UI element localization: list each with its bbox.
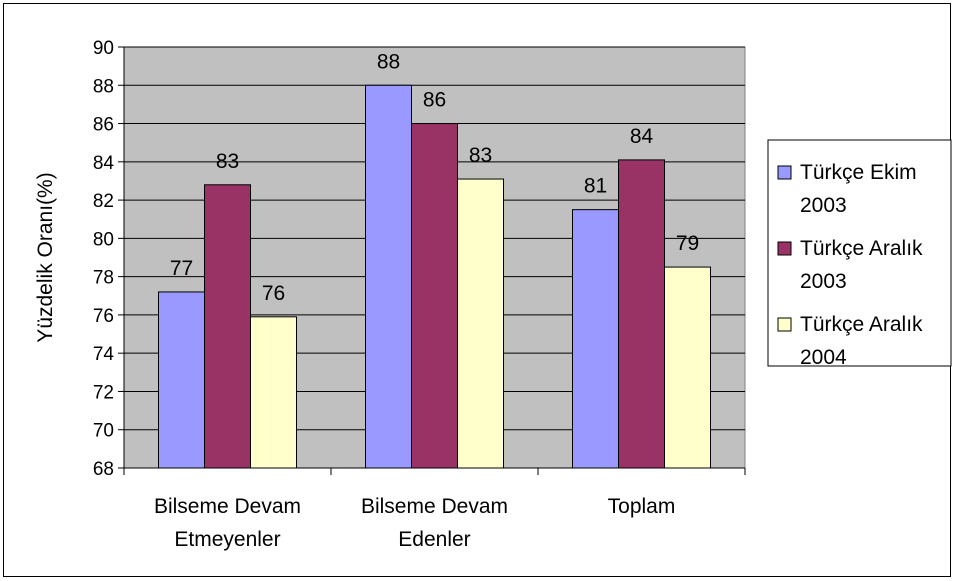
bar (250, 316, 297, 469)
y-tick-label: 90 (93, 38, 114, 59)
y-tick-label: 84 (93, 153, 115, 174)
data-label: 76 (262, 282, 285, 305)
data-label: 83 (216, 150, 239, 173)
data-label: 84 (630, 125, 654, 148)
y-tick-label: 88 (93, 76, 114, 97)
y-axis-title: Yüzdelik Oranı(%) (34, 172, 57, 342)
bar (204, 184, 251, 469)
category-label: Edenler (398, 528, 470, 551)
legend: Türkçe Ekim 2003 Türkçe Aralık 2003 Türkçe A… (767, 139, 952, 369)
bar (618, 159, 665, 469)
legend-label: Türkçe Ekim (800, 161, 917, 184)
bar (158, 291, 205, 469)
bars (158, 84, 711, 469)
y-tick-label: 76 (93, 306, 114, 327)
y-tick-label: 78 (93, 268, 114, 289)
legend-swatch (777, 241, 792, 256)
data-label: 77 (170, 257, 193, 280)
bar (457, 178, 504, 469)
legend-label: 2003 (800, 270, 847, 293)
bar (664, 266, 711, 469)
bar (411, 123, 458, 469)
data-label: 79 (676, 232, 699, 255)
category-label: Bilseme Devam (154, 495, 301, 518)
axes (118, 46, 746, 475)
data-label: 81 (584, 175, 607, 198)
category-label: Toplam (608, 495, 676, 518)
legend-box (767, 139, 952, 367)
y-tick-label: 86 (93, 115, 114, 136)
category-labels: Bilseme Devam Etmeyenler Bilseme Devam Eden… (154, 495, 675, 551)
data-labels: 77 83 76 88 86 83 81 84 79 (170, 50, 699, 305)
y-tick-label: 80 (93, 229, 114, 250)
y-tick-label: 82 (93, 191, 114, 212)
legend-swatch (777, 165, 792, 180)
y-tick-label: 68 (93, 459, 114, 480)
bar (572, 209, 619, 469)
legend-label: 2004 (800, 346, 847, 369)
category-label: Bilseme Devam (361, 495, 508, 518)
legend-swatch (777, 317, 792, 332)
legend-label: Türkçe Aralık (800, 313, 923, 336)
category-label: Etmeyenler (174, 528, 280, 551)
bar (365, 84, 412, 469)
data-label: 88 (377, 50, 400, 73)
y-tick-label: 72 (93, 382, 114, 403)
legend-label: 2003 (800, 194, 847, 217)
y-tick-labels: 68 70 72 74 76 78 80 82 84 86 88 90 (93, 38, 115, 480)
y-tick-label: 70 (93, 421, 114, 442)
y-tick-label: 74 (93, 344, 115, 365)
legend-label: Türkçe Aralık (800, 237, 923, 260)
data-label: 83 (469, 144, 492, 167)
data-label: 86 (423, 89, 446, 112)
